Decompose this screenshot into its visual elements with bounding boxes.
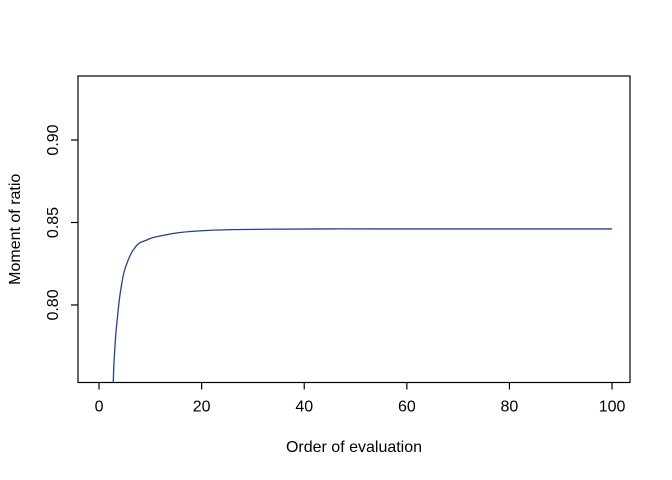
x-axis-tick-label: 40 <box>295 399 313 416</box>
y-axis-title: Moment of ratio <box>7 174 24 285</box>
x-axis-tick-label: 20 <box>193 399 211 416</box>
x-axis-tick-label: 0 <box>95 399 104 416</box>
x-axis-tick-label: 100 <box>599 399 626 416</box>
series-line-moment-of-ratio <box>112 228 613 383</box>
x-axis-tick-label: 60 <box>398 399 416 416</box>
y-axis-tick-label: 0.90 <box>45 124 62 155</box>
x-axis-title: Order of evaluation <box>286 439 422 456</box>
y-axis-tick-label: 0.80 <box>45 289 62 320</box>
x-axis-tick-label: 80 <box>501 399 519 416</box>
plot-box <box>77 75 631 384</box>
y-axis-tick-label: 0.85 <box>45 207 62 238</box>
